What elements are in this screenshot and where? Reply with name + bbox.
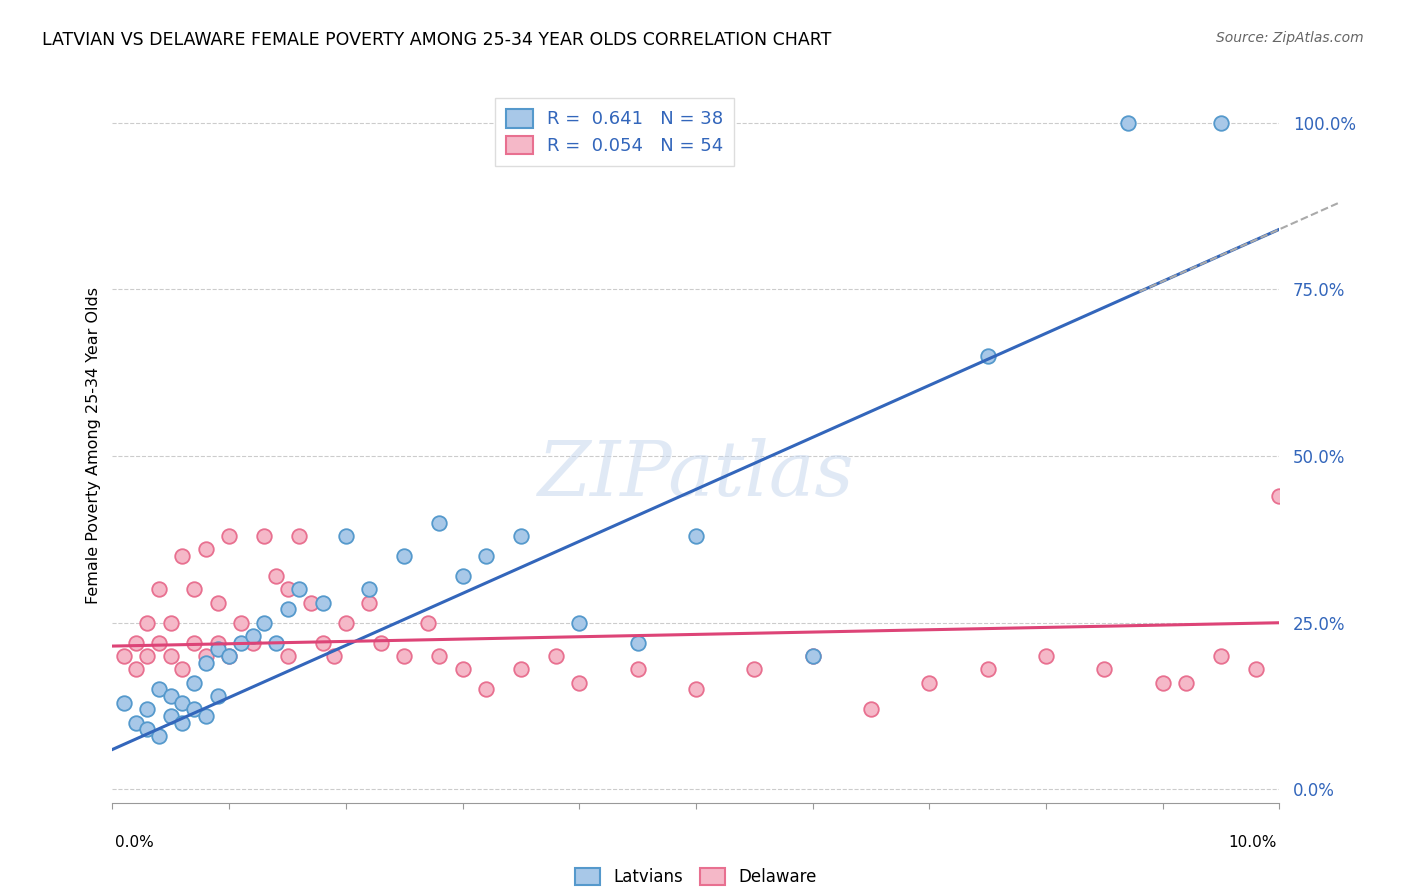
Delaware <box>918 675 941 690</box>
Delaware <box>207 596 229 610</box>
Delaware <box>509 662 531 676</box>
Latvians <box>475 549 498 563</box>
Delaware <box>976 662 998 676</box>
Delaware <box>1175 675 1198 690</box>
Legend: Latvians, Delaware: Latvians, Delaware <box>568 861 824 892</box>
Latvians <box>160 689 183 703</box>
Delaware <box>183 582 205 597</box>
Delaware <box>299 596 322 610</box>
Delaware <box>125 662 148 676</box>
Delaware <box>685 682 707 697</box>
Delaware <box>194 542 217 557</box>
Latvians <box>136 702 159 716</box>
Text: ZIPatlas: ZIPatlas <box>537 438 855 511</box>
Latvians <box>242 629 264 643</box>
Latvians <box>1209 115 1232 129</box>
Latvians <box>976 349 998 363</box>
Latvians <box>509 529 531 543</box>
Latvians <box>253 615 276 630</box>
Delaware <box>160 615 183 630</box>
Delaware <box>1035 649 1057 664</box>
Latvians <box>172 696 194 710</box>
Delaware <box>264 569 287 583</box>
Delaware <box>148 582 170 597</box>
Latvians <box>427 516 450 530</box>
Latvians <box>207 689 229 703</box>
Delaware <box>136 615 159 630</box>
Latvians <box>218 649 240 664</box>
Delaware <box>218 529 240 543</box>
Text: 0.0%: 0.0% <box>115 836 155 850</box>
Delaware <box>276 649 298 664</box>
Delaware <box>172 549 194 563</box>
Delaware <box>544 649 567 664</box>
Delaware <box>416 615 439 630</box>
Latvians <box>451 569 474 583</box>
Delaware <box>183 636 205 650</box>
Delaware <box>801 649 824 664</box>
Delaware <box>859 702 883 716</box>
Text: LATVIAN VS DELAWARE FEMALE POVERTY AMONG 25-34 YEAR OLDS CORRELATION CHART: LATVIAN VS DELAWARE FEMALE POVERTY AMONG… <box>42 31 831 49</box>
Delaware <box>370 636 392 650</box>
Latvians <box>148 682 170 697</box>
Delaware <box>125 636 148 650</box>
Latvians <box>148 729 170 743</box>
Delaware <box>194 649 217 664</box>
Delaware <box>253 529 276 543</box>
Latvians <box>685 529 707 543</box>
Delaware <box>172 662 194 676</box>
Latvians <box>335 529 357 543</box>
Delaware <box>112 649 135 664</box>
Delaware <box>242 636 264 650</box>
Delaware <box>1268 489 1291 503</box>
Delaware <box>451 662 474 676</box>
Delaware <box>136 649 159 664</box>
Latvians <box>136 723 159 737</box>
Delaware <box>475 682 498 697</box>
Delaware <box>323 649 346 664</box>
Latvians <box>288 582 311 597</box>
Latvians <box>626 636 648 650</box>
Latvians <box>276 602 298 616</box>
Delaware <box>1209 649 1232 664</box>
Latvians <box>229 636 252 650</box>
Latvians <box>1116 115 1139 129</box>
Delaware <box>276 582 298 597</box>
Latvians <box>264 636 287 650</box>
Latvians <box>183 675 205 690</box>
Delaware <box>335 615 357 630</box>
Delaware <box>427 649 450 664</box>
Latvians <box>112 696 135 710</box>
Latvians <box>207 642 229 657</box>
Latvians <box>392 549 416 563</box>
Latvians <box>311 596 333 610</box>
Delaware <box>160 649 183 664</box>
Delaware <box>1152 675 1174 690</box>
Delaware <box>229 615 252 630</box>
Latvians <box>194 656 217 670</box>
Latvians <box>194 709 217 723</box>
Delaware <box>288 529 311 543</box>
Delaware <box>359 596 381 610</box>
Latvians <box>160 709 183 723</box>
Delaware <box>1244 662 1267 676</box>
Text: 10.0%: 10.0% <box>1229 836 1277 850</box>
Latvians <box>359 582 381 597</box>
Delaware <box>568 675 591 690</box>
Text: Source: ZipAtlas.com: Source: ZipAtlas.com <box>1216 31 1364 45</box>
Delaware <box>218 649 240 664</box>
Delaware <box>1092 662 1115 676</box>
Delaware <box>311 636 333 650</box>
Delaware <box>207 636 229 650</box>
Delaware <box>626 662 648 676</box>
Latvians <box>568 615 591 630</box>
Delaware <box>742 662 765 676</box>
Latvians <box>172 715 194 730</box>
Delaware <box>392 649 416 664</box>
Latvians <box>183 702 205 716</box>
Y-axis label: Female Poverty Among 25-34 Year Olds: Female Poverty Among 25-34 Year Olds <box>86 287 101 605</box>
Latvians <box>125 715 148 730</box>
Delaware <box>148 636 170 650</box>
Latvians <box>801 649 824 664</box>
